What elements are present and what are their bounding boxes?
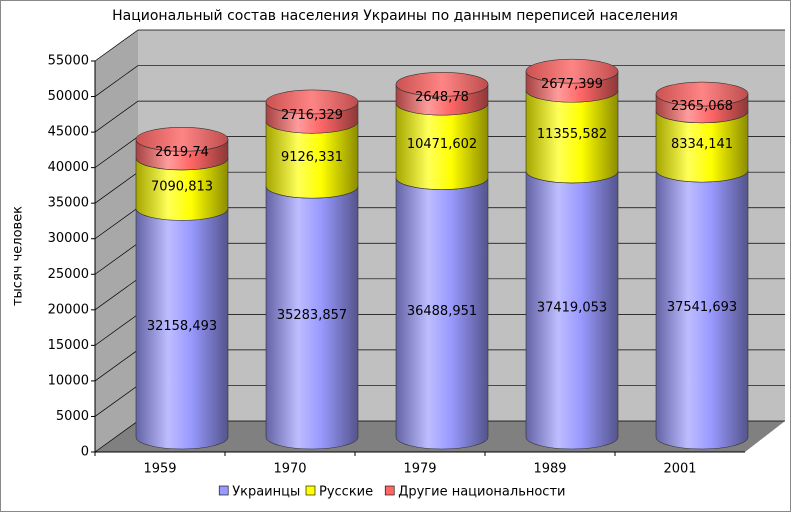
value-label: 2716,329: [281, 108, 343, 123]
y-tick-label: 0: [81, 445, 89, 460]
value-label: 32158,493: [147, 319, 217, 334]
y-tick-label: 25000: [48, 267, 89, 282]
value-label: 36488,951: [407, 304, 477, 319]
side-wall: [95, 30, 138, 452]
y-axis-label: тысяч человек: [11, 206, 26, 306]
x-tick-label: 2001: [663, 462, 696, 477]
y-tick-label: 40000: [48, 160, 89, 175]
value-label: 10471,602: [407, 137, 477, 152]
y-tick-label: 45000: [48, 125, 89, 140]
cylinder-top: [395, 72, 489, 97]
chart-title: Национальный состав населения Украины по…: [112, 8, 678, 24]
cylinder-top: [265, 89, 359, 115]
x-tick-label: 1970: [273, 462, 306, 477]
y-tick-label: 5000: [56, 409, 89, 424]
cylinder-top: [525, 58, 619, 84]
y-tick-label: 30000: [48, 231, 89, 246]
y-tick-label: 55000: [48, 54, 89, 69]
value-label: 2648,78: [415, 90, 469, 105]
value-label: 37541,693: [667, 300, 737, 315]
grid-line: [94, 29, 785, 62]
value-label: 8334,141: [671, 137, 733, 152]
value-label: 7090,813: [151, 180, 213, 195]
value-label: 2619,74: [155, 145, 209, 160]
value-label: 2677,399: [541, 77, 603, 92]
legend-swatch: [384, 485, 395, 496]
legend-swatch: [218, 485, 229, 496]
legend-label: Другие национальности: [398, 485, 565, 500]
value-label: 37419,053: [537, 300, 607, 315]
value-label: 35283,857: [277, 308, 347, 323]
x-tick-label: 1959: [143, 462, 176, 477]
value-label: 11355,582: [537, 127, 607, 142]
x-tick-label: 1979: [403, 462, 436, 477]
legend-label: Украинцы: [232, 485, 300, 500]
y-tick-label: 20000: [48, 302, 89, 317]
cylinder-top: [655, 81, 749, 107]
value-label: 2365,068: [671, 99, 733, 114]
y-tick-label: 10000: [48, 373, 89, 388]
x-tick-label: 1989: [533, 462, 566, 477]
y-tick-label: 50000: [48, 89, 89, 104]
y-tick-label: 35000: [48, 196, 89, 211]
legend-label: Русские: [319, 485, 373, 500]
y-tick-label: 15000: [48, 338, 89, 353]
cylinder-top: [135, 127, 229, 152]
value-label: 9126,331: [281, 150, 343, 165]
legend-swatch: [305, 485, 316, 496]
